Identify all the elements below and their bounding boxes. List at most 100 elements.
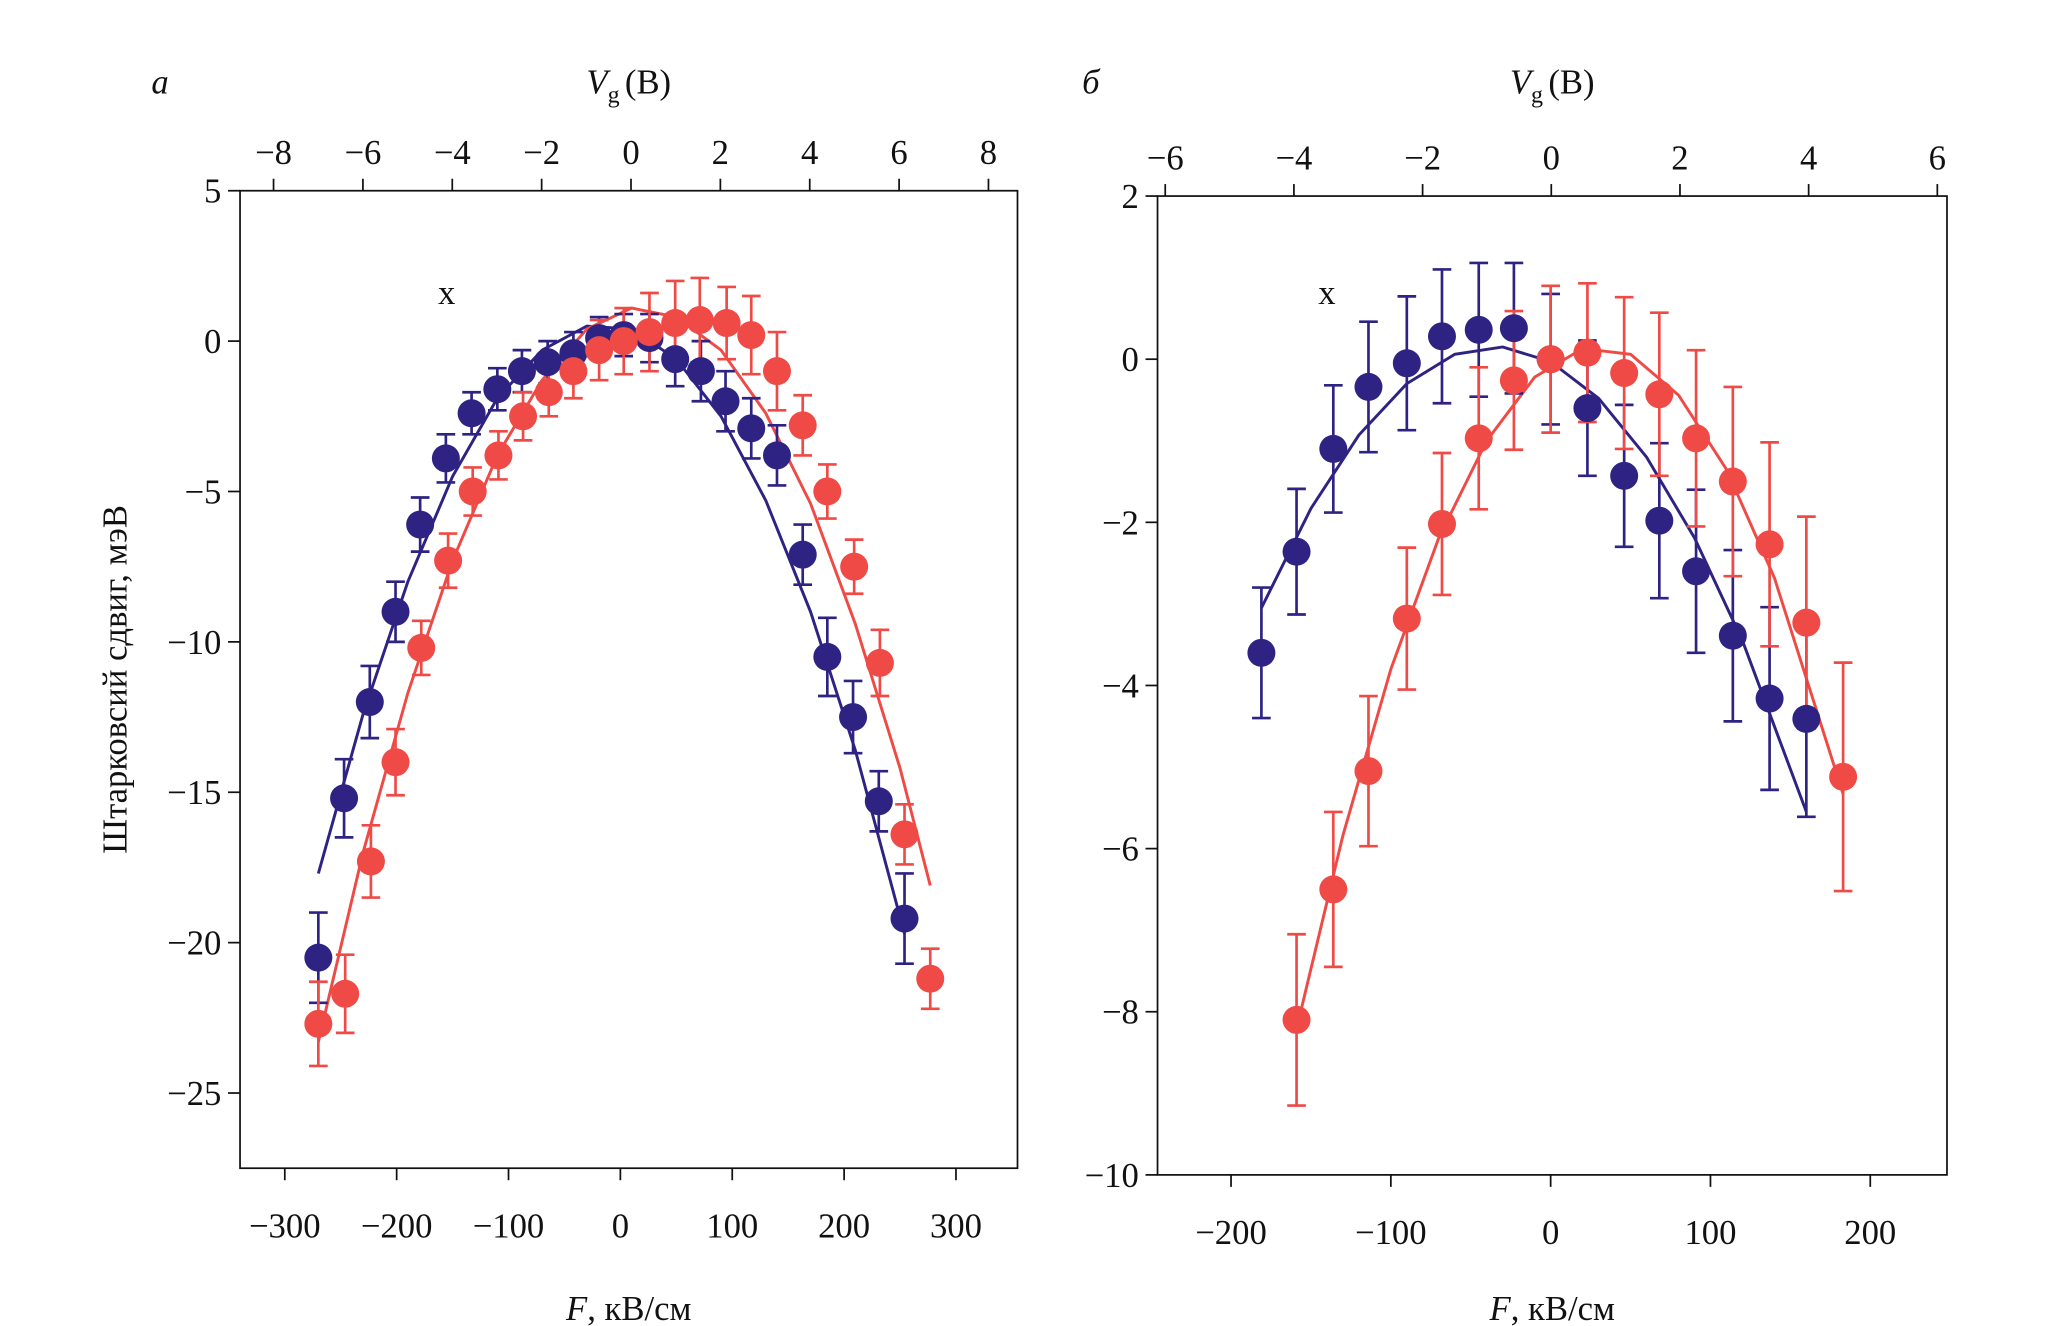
x-tick-label: 100	[706, 1208, 758, 1246]
data-point	[1464, 315, 1493, 344]
y-tick-label: 0	[204, 323, 221, 361]
data-point	[1247, 638, 1276, 667]
data-point	[507, 357, 536, 386]
data-point	[890, 904, 919, 933]
data-point	[1829, 762, 1858, 791]
data-point	[1755, 684, 1784, 713]
data-point	[1573, 338, 1602, 367]
data-point	[1610, 359, 1639, 388]
data-point	[434, 546, 463, 575]
x2-label-unit: (В)	[625, 63, 671, 101]
data-point	[813, 477, 842, 506]
data-point	[1682, 557, 1711, 586]
x-axis-label: F, кВ/см	[565, 1290, 691, 1326]
data-point	[1792, 608, 1821, 637]
y-tick-label: −5	[184, 473, 221, 511]
data-point	[635, 318, 664, 347]
y-tick-label: −15	[167, 774, 221, 812]
y-tick-label: −10	[167, 624, 221, 662]
data-point	[1718, 621, 1747, 650]
data-point	[864, 787, 893, 816]
x2-tick-label: −6	[1147, 139, 1184, 177]
x2-tick-label: 4	[1800, 139, 1817, 177]
data-point	[686, 357, 715, 386]
data-point	[916, 964, 945, 993]
data-point	[1792, 704, 1821, 733]
y-tick-label: −2	[1102, 504, 1139, 542]
data-point	[788, 540, 817, 569]
x2-tick-label: −4	[1275, 139, 1312, 177]
data-point	[840, 552, 869, 581]
data-point	[1282, 537, 1311, 566]
data-point	[661, 309, 690, 338]
data-point	[1354, 372, 1383, 401]
data-point	[431, 444, 460, 473]
x-tick-label: −200	[1195, 1214, 1267, 1252]
data-point	[1354, 757, 1383, 786]
x-tick-label: −100	[473, 1208, 545, 1246]
y-tick-label: −25	[167, 1075, 221, 1113]
fit-line	[316, 324, 906, 934]
data-point	[1464, 424, 1493, 453]
panel-label: б	[1082, 63, 1101, 101]
data-point	[711, 387, 740, 416]
data-point	[609, 327, 638, 356]
data-point	[1319, 875, 1348, 904]
data-point	[1427, 509, 1456, 538]
x2-tick-label: −8	[255, 134, 292, 172]
x-tick-label: 200	[818, 1208, 870, 1246]
plot-frame	[1156, 195, 1948, 1176]
data-point	[661, 345, 690, 374]
x2-label-symbol: V	[586, 63, 611, 101]
data-point	[813, 642, 842, 671]
data-point	[1427, 322, 1456, 351]
data-point	[458, 477, 487, 506]
data-point	[762, 357, 791, 386]
data-point	[1499, 366, 1528, 395]
data-point	[685, 306, 714, 335]
data-point	[406, 510, 435, 539]
panel: а Vg (В) F, кВ/см Штарковсий сдвиг, мэВ x −300…	[97, 63, 1019, 1326]
data-point	[331, 979, 360, 1008]
x-tick-label: 300	[930, 1208, 982, 1246]
data-point	[533, 348, 562, 377]
y-tick-label: −8	[1102, 994, 1139, 1032]
x-label-unit: , кВ/см	[587, 1290, 691, 1326]
x2-tick-label: 0	[1543, 139, 1560, 177]
panel: б Vg (В)F, кВ/смx−200 −100 0 100 200−6 −4 −2 0 2 4 6…	[1082, 63, 1948, 1326]
data-point	[737, 414, 766, 443]
annotation: x	[1318, 274, 1335, 312]
x-label-symbol: F	[1489, 1290, 1512, 1326]
y-tick-label: −20	[167, 925, 221, 963]
data-point	[1392, 604, 1421, 633]
x2-axis-label: Vg (В)	[1510, 63, 1595, 108]
x2-tick-label: −4	[434, 134, 471, 172]
x-tick-label: 100	[1684, 1214, 1736, 1252]
data-point	[534, 378, 563, 407]
data-point	[483, 375, 512, 404]
x-tick-label: −100	[1355, 1214, 1427, 1252]
x-tick-label: 200	[1844, 1214, 1896, 1252]
data-point	[1718, 467, 1747, 496]
plot-frame	[239, 189, 1019, 1170]
x2-tick-label: 6	[1929, 139, 1946, 177]
data-point	[762, 441, 791, 470]
data-point	[1755, 530, 1784, 559]
data-point	[509, 402, 538, 431]
data-point	[355, 688, 384, 717]
y-tick-label: −4	[1102, 667, 1139, 705]
y-tick-label: 5	[204, 173, 221, 211]
data-point	[484, 441, 513, 470]
data-point	[381, 597, 410, 626]
x-axis-label: F, кВ/см	[1489, 1290, 1615, 1326]
x2-label-symbol: V	[1510, 63, 1535, 101]
x2-label-subscript: g	[1531, 83, 1543, 109]
y-tick-label: −6	[1102, 831, 1139, 869]
annotation: x	[438, 274, 455, 312]
data-point	[381, 748, 410, 777]
fit-line	[316, 306, 932, 1043]
data-point	[1682, 424, 1711, 453]
x2-tick-label: 8	[980, 134, 997, 172]
data-point	[1282, 1005, 1311, 1034]
